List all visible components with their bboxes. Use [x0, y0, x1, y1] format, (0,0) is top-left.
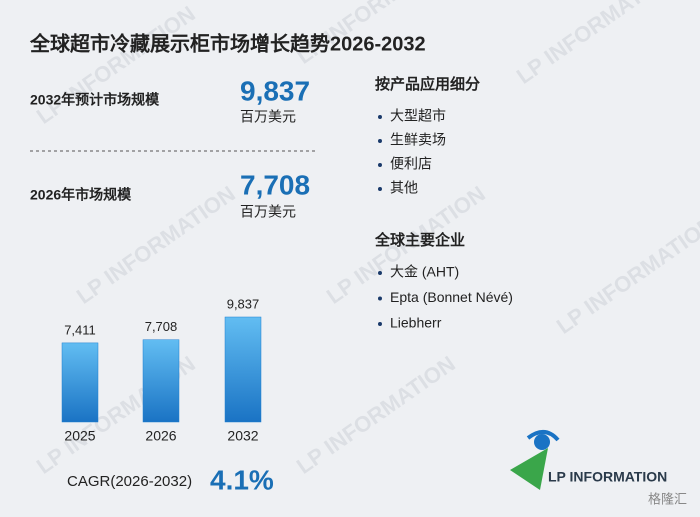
list-item: 便利店	[390, 156, 432, 172]
title: 全球超市冷藏展示柜市场增长趋势2026-2032	[29, 31, 426, 55]
x-tick-label: 2032	[227, 428, 258, 444]
value-label: 9,837	[227, 296, 260, 311]
watermark: LP INFORMATION	[552, 211, 700, 339]
list-item: 大型超市	[390, 108, 446, 124]
watermark: LP INFORMATION	[292, 351, 460, 479]
segments-title: 按产品应用细分	[375, 75, 480, 93]
list-item: Liebherr	[390, 315, 442, 331]
value-label: 7,411	[64, 322, 96, 337]
stat-label: 2032年预计市场规模	[30, 92, 160, 108]
stat-value: 9,837	[240, 75, 310, 106]
watermark: LP INFORMATION	[32, 1, 200, 129]
source-mark: 格隆汇	[648, 491, 687, 506]
x-tick-label: 2026	[145, 428, 176, 444]
list-item: 生鲜卖场	[390, 132, 446, 148]
bar	[142, 339, 180, 423]
logo-text: LP INFORMATION	[548, 469, 667, 485]
logo: LP INFORMATION	[510, 430, 667, 490]
stat-label: 2026年市场规模	[30, 187, 132, 203]
cagr-value: 4.1%	[210, 464, 274, 495]
bar	[61, 342, 99, 423]
bar	[224, 316, 262, 423]
companies-title: 全球主要企业	[374, 231, 465, 249]
list-item: 大金 (AHT)	[390, 264, 459, 280]
bullet	[378, 322, 382, 326]
bullet	[378, 187, 382, 191]
bullet	[378, 271, 382, 275]
stat-value: 7,708	[240, 169, 310, 200]
bullet	[378, 139, 382, 143]
cagr-label: CAGR(2026-2032)	[67, 473, 192, 490]
bullet	[378, 115, 382, 119]
watermarks: LP INFORMATION LP INFORMATION LP INFORMATI…	[32, 0, 700, 479]
bullet	[378, 163, 382, 167]
list-item: Epta (Bonnet Névé)	[390, 289, 513, 305]
watermark: LP INFORMATION	[512, 0, 680, 89]
stat-unit: 百万美元	[240, 109, 296, 125]
x-tick-label: 2025	[64, 428, 95, 444]
logo-dot	[534, 434, 550, 450]
bullet	[378, 296, 382, 301]
stat-unit: 百万美元	[240, 204, 296, 220]
list-item: 其他	[390, 180, 418, 196]
logo-mark	[510, 448, 548, 490]
logo-arc	[526, 430, 560, 442]
value-label: 7,708	[145, 319, 178, 334]
